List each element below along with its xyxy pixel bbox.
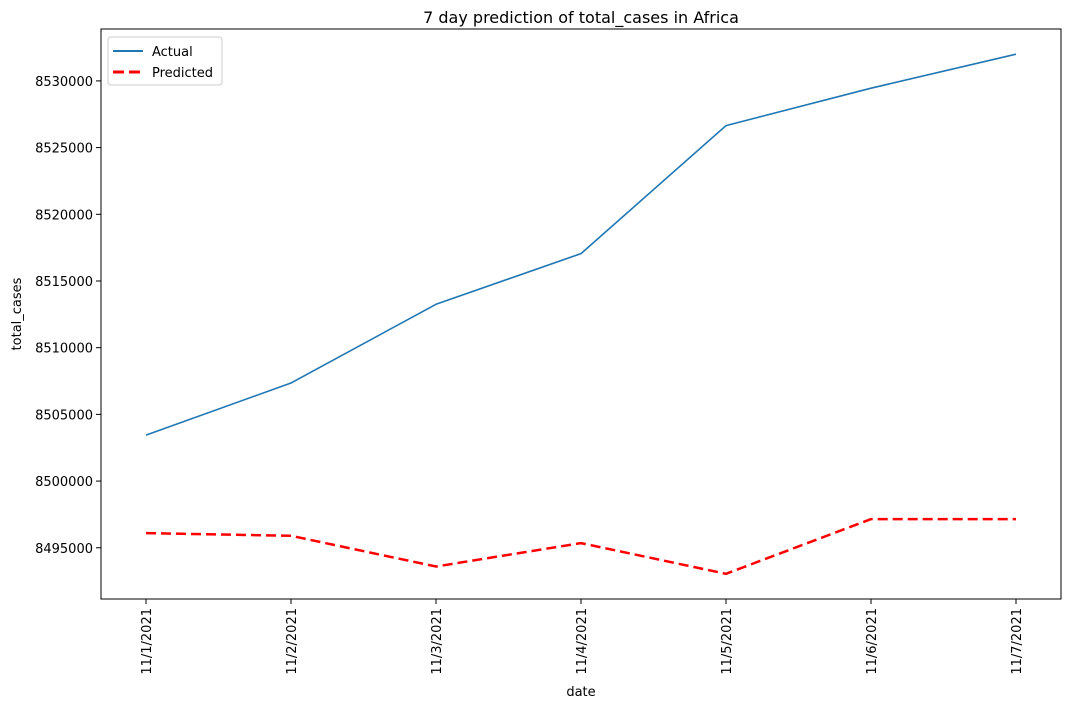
y-axis-label: total_cases	[10, 277, 25, 350]
y-tick-label: 8510000	[35, 342, 93, 357]
y-tick-label: 8530000	[35, 75, 93, 90]
x-tick-label: 11/3/2021	[430, 608, 445, 675]
y-tick-label: 8525000	[35, 142, 93, 157]
y-tick-label: 8500000	[35, 475, 93, 490]
x-tick-label: 11/2/2021	[285, 608, 300, 675]
series-line-actual	[145, 53, 1017, 436]
x-tick-label: 11/4/2021	[575, 608, 590, 675]
series-layer	[145, 53, 1017, 576]
x-tick-label: 11/5/2021	[720, 608, 735, 675]
y-tick-label: 8505000	[35, 408, 93, 423]
y-axis: 8495000 8500000 8505000 8510000 8515000 85200…	[35, 75, 101, 557]
y-tick-label: 8495000	[35, 542, 93, 557]
series-line-predicted	[145, 517, 1016, 576]
x-tick-label: 11/7/2021	[1010, 608, 1025, 675]
y-tick-label: 8520000	[35, 208, 93, 223]
plot-area	[100, 28, 1062, 600]
legend-label-actual: Actual	[152, 45, 193, 60]
chart-title: 7 day prediction of total_cases in Afric…	[423, 8, 739, 28]
y-tick-label: 8515000	[35, 275, 93, 290]
x-axis-label: date	[566, 685, 595, 700]
legend: Actual Predicted	[107, 36, 223, 86]
x-axis: 11/1/2021 11/2/2021 11/3/2021 11/4/2021 11/5…	[140, 599, 1025, 675]
legend-label-predicted: Predicted	[152, 66, 213, 81]
x-tick-label: 11/1/2021	[140, 608, 155, 675]
x-tick-label: 11/6/2021	[865, 608, 880, 675]
